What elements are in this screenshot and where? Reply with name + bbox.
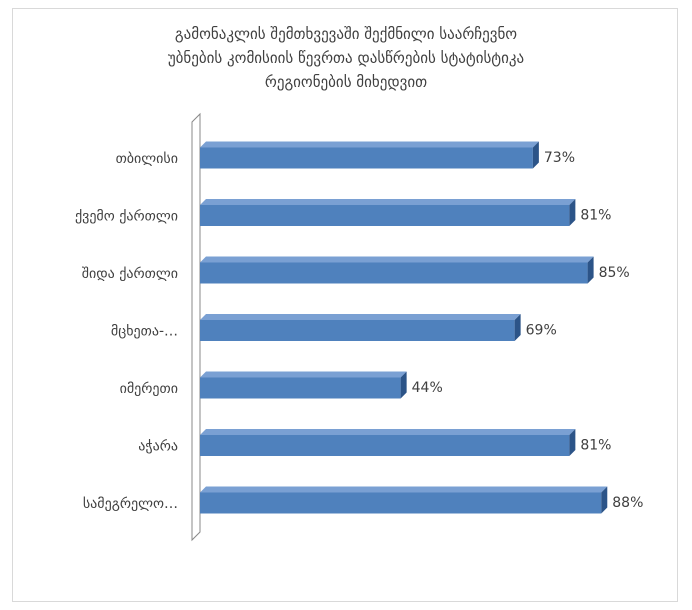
bar-side: [587, 256, 594, 284]
bar-top: [200, 141, 539, 148]
bar: [200, 205, 570, 226]
category-label: იმერეთი: [120, 380, 178, 397]
data-label: 73%: [544, 150, 575, 166]
category-label: შიდა ქართლი: [82, 265, 178, 282]
data-label: 81%: [580, 208, 611, 224]
axis-wall: [191, 112, 201, 542]
category-label: ქვემო ქართლი: [75, 208, 178, 225]
category-label: სამეგრელო…: [83, 495, 178, 512]
bar: [200, 492, 602, 514]
data-label: 88%: [612, 495, 643, 511]
data-label: 85%: [599, 265, 630, 281]
bar-side: [400, 371, 407, 399]
chart-title: გამონაკლის შემთხვევაში შექმნილი საარჩევნ…: [40, 22, 652, 94]
bar-top: [200, 429, 576, 435]
bar-side: [569, 429, 576, 456]
bar: [200, 377, 401, 399]
category-label: აჭარა: [138, 438, 178, 455]
bar-top: [200, 199, 576, 205]
chart-title-line-3: რეგიონების მიხედვით: [264, 73, 428, 91]
bar: [200, 320, 515, 341]
bar-side: [514, 314, 521, 341]
category-label: თბილისი: [116, 151, 178, 167]
chart-title-line-2: უბნების კომისიის წევრთა დასწრების სტატის…: [167, 49, 525, 67]
bar-top: [200, 314, 521, 320]
data-label: 81%: [580, 438, 611, 454]
bar: [200, 262, 588, 284]
data-label: 69%: [526, 323, 557, 339]
chart-title-line-1: გამონაკლის შემთხვევაში შექმნილი საარჩევნ…: [174, 25, 518, 43]
bar-top: [200, 486, 608, 493]
bar-top: [200, 256, 594, 263]
bar-side: [569, 199, 576, 226]
bar-top: [200, 371, 407, 378]
category-label: მცხეთა-…: [111, 324, 178, 340]
bar-side: [601, 486, 608, 514]
data-label: 44%: [412, 380, 443, 396]
bar: [200, 435, 570, 456]
bar: [200, 147, 533, 169]
bar-side: [532, 141, 539, 169]
